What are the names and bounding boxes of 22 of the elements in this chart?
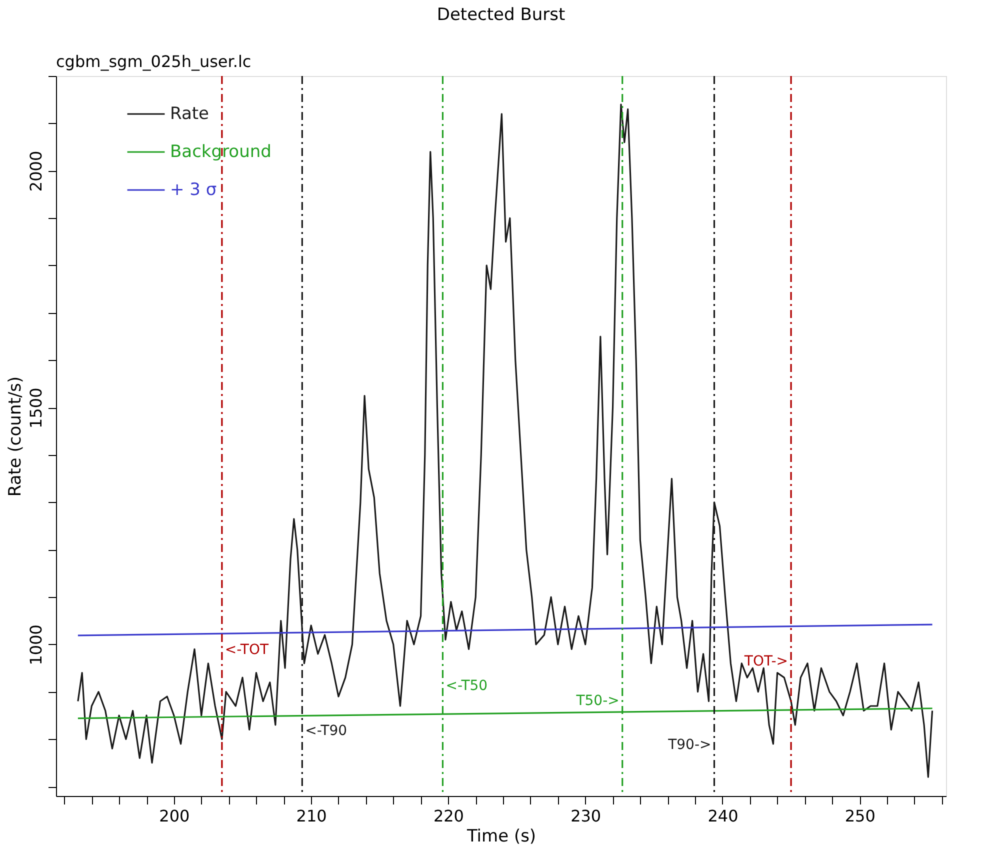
ref-line-label: T50->: [575, 692, 620, 709]
legend-label: Rate: [170, 104, 209, 124]
x-tick-label: 230: [570, 806, 602, 826]
ref-line-label: <-TOT: [224, 642, 269, 658]
legend-label: Background: [170, 142, 272, 162]
legend-label: + 3 σ: [170, 180, 217, 200]
chart-title: Detected Burst: [436, 5, 566, 25]
x-axis-title: Time (s): [466, 826, 536, 846]
ref-line-label: T90->: [667, 736, 712, 753]
y-axis-title: Rate (count/s): [6, 376, 26, 497]
y-tick-label: 1500: [26, 388, 46, 428]
x-tick-label: 250: [844, 806, 876, 826]
ref-line-label: TOT->: [743, 653, 788, 670]
ref-line-label: <-T50: [446, 678, 488, 694]
y-tick-label: 2000: [26, 150, 46, 192]
x-tick-label: 220: [433, 806, 464, 826]
x-tick-label: 200: [159, 806, 190, 826]
x-tick-label: 240: [708, 806, 738, 826]
ref-line-label: <-T90: [305, 723, 348, 740]
x-tick-label: 210: [296, 806, 327, 826]
y-tick-label: 1000: [26, 624, 46, 666]
chart-subtitle: cgbm_sgm_025h_user.lc: [56, 52, 252, 71]
